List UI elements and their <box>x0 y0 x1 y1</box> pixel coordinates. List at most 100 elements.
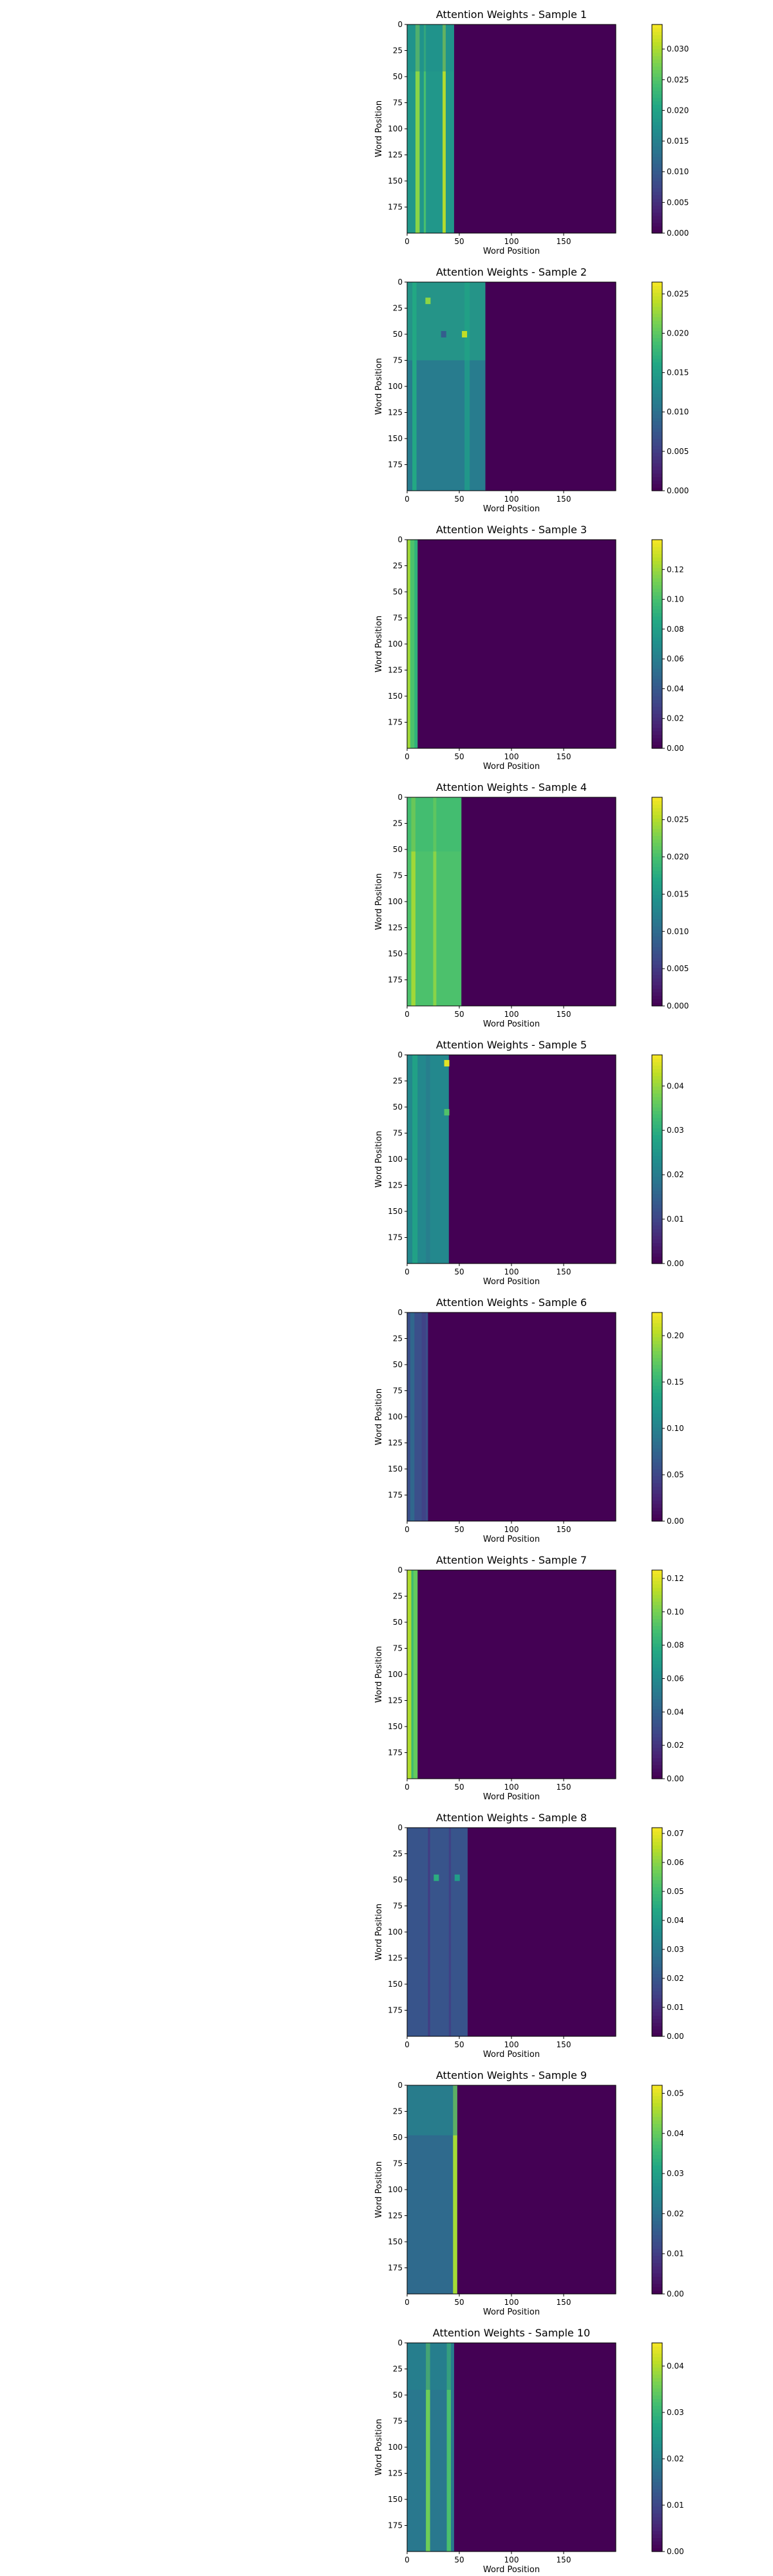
colorbar-segment <box>652 177 662 182</box>
colorbar-segment <box>652 1702 662 1707</box>
colorbar-segment <box>652 800 662 805</box>
y-tick-label: 150 <box>388 434 403 443</box>
colorbar-tick-label: 0.02 <box>667 1974 684 1983</box>
colorbar-segment <box>652 692 662 697</box>
colorbar-segment <box>652 1660 662 1665</box>
colorbar-segment <box>652 2363 662 2368</box>
colorbar-tick-label: 0.01 <box>667 1215 684 1224</box>
colorbar-segment <box>652 452 662 457</box>
colorbar-segment <box>652 1486 662 1490</box>
colorbar-segment <box>652 2537 662 2542</box>
colorbar-segment <box>652 804 662 808</box>
colorbar-segment <box>652 2548 662 2552</box>
colorbar-segment <box>652 1712 662 1717</box>
colorbar-segment <box>652 1768 662 1772</box>
colorbar-segment <box>652 1893 662 1898</box>
colorbar-segment <box>652 156 662 161</box>
x-tick-label: 100 <box>504 1267 519 1276</box>
colorbar-tick-label: 0.08 <box>667 1641 684 1650</box>
colorbar-segment <box>652 1152 662 1157</box>
heatmap-background <box>407 1570 616 1779</box>
x-tick-label: 0 <box>405 1525 410 1534</box>
colorbar-segment <box>652 2092 662 2096</box>
chart-title: Attention Weights - Sample 6 <box>436 1296 587 1309</box>
colorbar-segment <box>652 978 662 982</box>
colorbar-segment <box>652 2454 662 2458</box>
y-tick-label: 125 <box>388 2469 403 2478</box>
colorbar-segment <box>652 929 662 934</box>
colorbar-segment <box>652 588 662 592</box>
colorbar-segment <box>652 2217 662 2222</box>
colorbar-segment <box>652 2213 662 2218</box>
colorbar-segment <box>652 1336 662 1341</box>
colorbar-segment <box>652 1434 662 1438</box>
colorbar-segment <box>652 1698 662 1703</box>
colorbar-segment <box>652 1510 662 1515</box>
colorbar-segment <box>652 181 662 185</box>
heatmap-band <box>414 540 418 748</box>
colorbar-segment <box>652 428 662 432</box>
colorbar-segment <box>652 1953 662 1957</box>
colorbar-segment <box>652 87 662 91</box>
colorbar-segment <box>652 1967 662 1971</box>
colorbar-segment <box>652 184 662 189</box>
colorbar-frame <box>651 797 663 1007</box>
y-tick-label: 175 <box>388 2006 403 2015</box>
colorbar-segment <box>652 1225 662 1229</box>
y-tick-label: 0 <box>397 1823 403 1832</box>
colorbar-segment <box>652 73 662 77</box>
colorbar-segment <box>652 737 662 742</box>
colorbar-segment <box>652 1396 662 1400</box>
colorbar-tick-label: 0.07 <box>667 1829 684 1838</box>
colorbar-segment <box>652 999 662 1003</box>
colorbar-segment <box>652 1452 662 1455</box>
colorbar-segment <box>652 1002 662 1007</box>
heatmap-band <box>411 797 415 1006</box>
x-tick-label: 0 <box>405 1783 410 1792</box>
colorbar-segment <box>652 348 662 352</box>
colorbar-tick-label: 0.005 <box>667 198 689 207</box>
colorbar-segment <box>652 70 662 74</box>
colorbar-segment <box>652 407 662 412</box>
colorbar-segment <box>652 2221 662 2225</box>
heatmap-top-block <box>407 797 462 852</box>
colorbar-segment <box>652 1249 662 1254</box>
colorbar-segment <box>652 2478 662 2483</box>
colorbar-segment <box>652 1859 662 1863</box>
x-tick-label: 150 <box>557 752 571 761</box>
colorbar-segment <box>652 1591 662 1595</box>
colorbar-tick-label: 0.025 <box>667 75 689 84</box>
colorbar-segment <box>652 627 662 630</box>
colorbar-segment <box>652 1733 662 1738</box>
heatmap-band <box>412 282 417 491</box>
colorbar-segment <box>652 581 662 585</box>
colorbar-segment <box>652 1371 662 1376</box>
colorbar-segment <box>652 2384 662 2389</box>
colorbar-segment <box>652 194 662 199</box>
heatmap-band <box>443 24 446 233</box>
heatmap-hotspot <box>444 1109 450 1116</box>
colorbar-segment <box>652 1671 662 1675</box>
attention-heatmap-panel: Attention Weights - Sample 1 0 25 50 75 100 12… <box>374 8 689 256</box>
colorbar-segment <box>652 1876 662 1880</box>
colorbar-segment <box>652 174 662 178</box>
colorbar-segment <box>652 1514 662 1519</box>
colorbar-segment <box>652 135 662 140</box>
colorbar-segment <box>652 2008 662 2012</box>
colorbar-segment <box>652 341 662 345</box>
colorbar-segment <box>652 595 662 600</box>
colorbar-tick-label: 0.00 <box>667 1774 684 1783</box>
x-tick-label: 50 <box>454 2555 464 2564</box>
x-tick-label: 100 <box>504 1525 519 1534</box>
colorbar-tick-label: 0.005 <box>667 447 689 456</box>
y-tick-label: 100 <box>388 1670 403 1679</box>
y-tick-label: 175 <box>388 2521 403 2530</box>
y-tick-label: 50 <box>393 2391 403 2400</box>
colorbar-segment <box>652 1935 662 1940</box>
colorbar-segment <box>652 164 662 167</box>
colorbar-segment <box>652 1730 662 1734</box>
heatmap-band <box>426 1055 430 1264</box>
colorbar: 0.000 0.005 0.010 0.015 0.020 0.025 0.030 <box>651 24 689 238</box>
y-axis-label: Word Position <box>374 358 384 415</box>
colorbar-segment <box>652 1124 662 1128</box>
